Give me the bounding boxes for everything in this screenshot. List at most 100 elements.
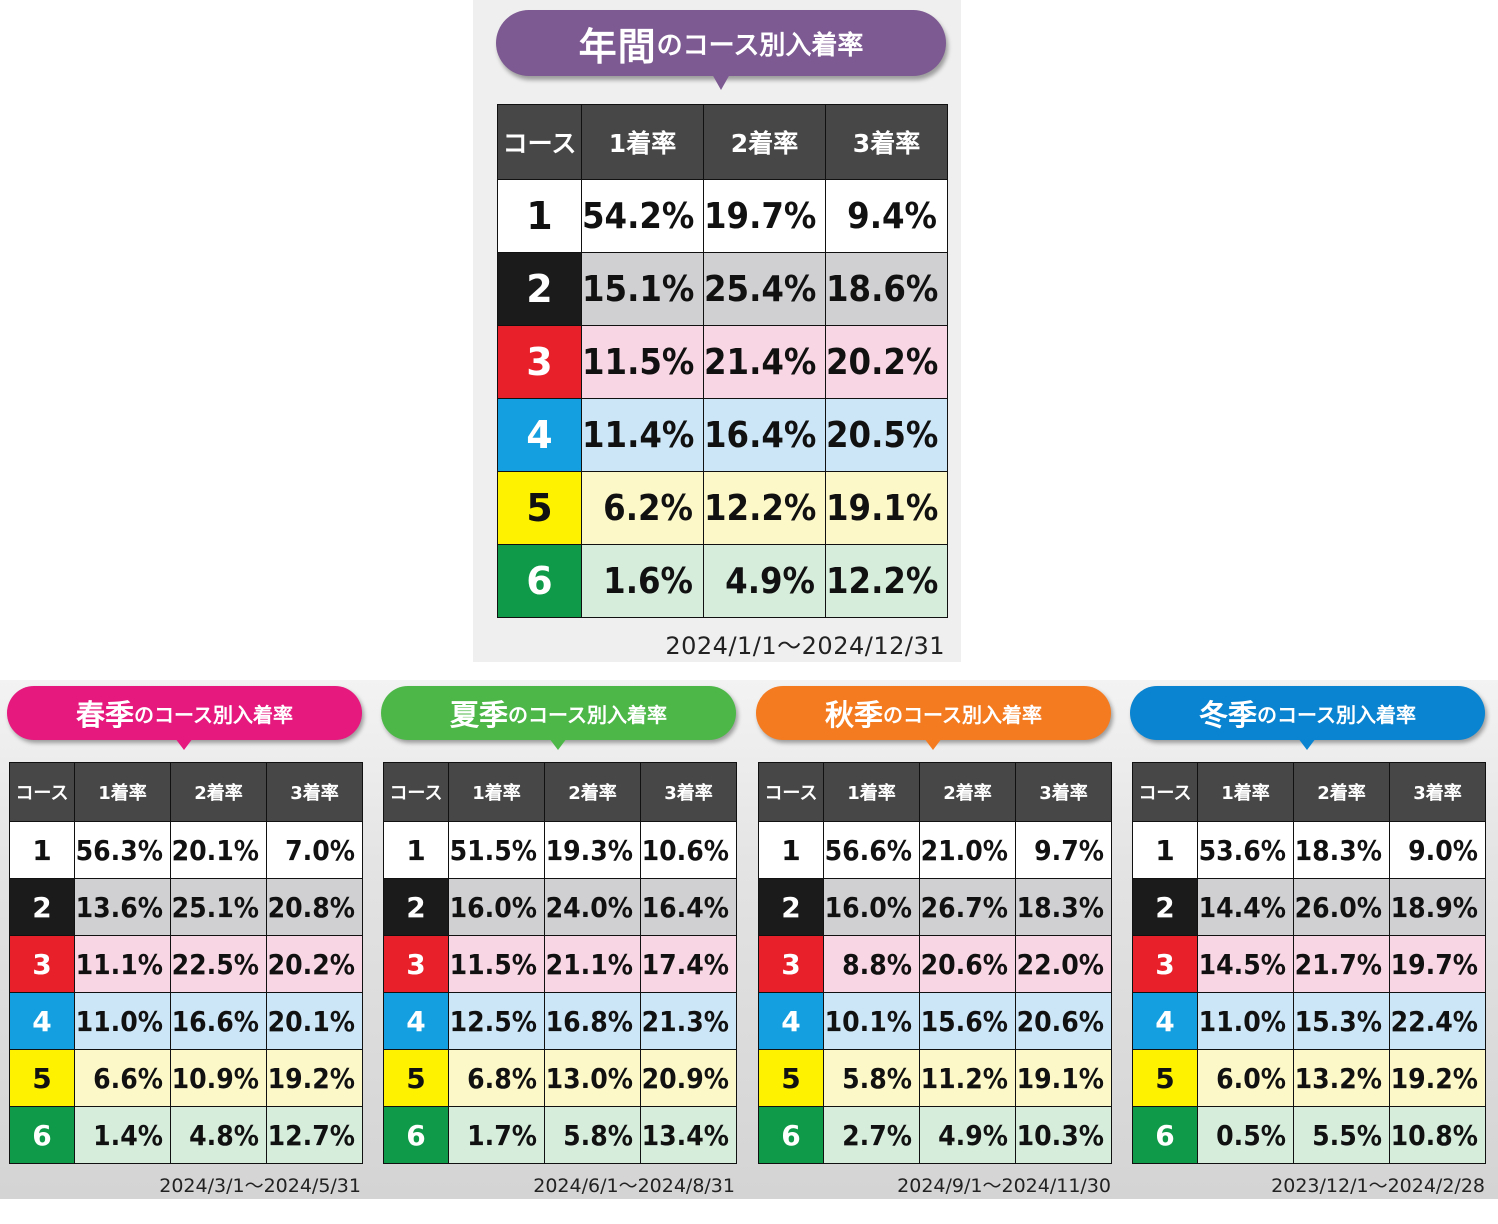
value-cell: 12.2%: [825, 544, 948, 618]
value-cell: 20.2%: [266, 935, 363, 993]
value-cell: 1.6%: [581, 544, 704, 618]
value-cell: 53.6%: [1197, 821, 1294, 879]
table-row: 5 6.0% 13.2% 19.2%: [1132, 1049, 1486, 1107]
course-cell: 4: [383, 992, 449, 1050]
value-cell: 25.1%: [170, 878, 267, 936]
course-cell: 3: [9, 935, 75, 993]
value-cell: 12.5%: [448, 992, 545, 1050]
value-cell: 10.8%: [1389, 1106, 1486, 1164]
summer-rate-table: コース 1着率 2着率 3着率 1 51.5% 19.3% 10.6% 2 16.0% 2…: [383, 762, 737, 1164]
header-second-rate: 2着率: [703, 104, 826, 180]
table-header-row: コース 1着率 2着率 3着率: [497, 104, 948, 180]
spring-date-range: 2024/3/1～2024/5/31: [159, 1175, 361, 1197]
value-cell: 20.2%: [825, 325, 948, 399]
table-row: 2 13.6% 25.1% 20.8%: [9, 878, 363, 936]
value-cell: 56.3%: [74, 821, 171, 879]
spring-title-big: 春季: [75, 698, 134, 732]
value-cell: 6.6%: [74, 1049, 171, 1107]
table-row: 2 15.1% 25.4% 18.6%: [497, 252, 948, 326]
value-cell: 10.1%: [823, 992, 920, 1050]
summer-banner-pointer: [549, 738, 567, 750]
course-cell: 3: [383, 935, 449, 993]
header-course: コース: [758, 762, 824, 822]
summer-title-banner: 夏季 のコース別入着率: [381, 686, 736, 740]
summer-date-range: 2024/6/1～2024/8/31: [533, 1175, 735, 1197]
course-cell: 3: [1132, 935, 1198, 993]
value-cell: 5.8%: [823, 1049, 920, 1107]
summer-title-big: 夏季: [449, 698, 508, 732]
winter-title-small: のコース別入着率: [1257, 702, 1416, 727]
value-cell: 11.2%: [919, 1049, 1016, 1107]
autumn-rate-table: コース 1着率 2着率 3着率 1 56.6% 21.0% 9.7% 2 16.0% 26…: [758, 762, 1112, 1164]
value-cell: 22.0%: [1015, 935, 1112, 993]
value-cell: 2.7%: [823, 1106, 920, 1164]
value-cell: 15.3%: [1293, 992, 1390, 1050]
value-cell: 20.1%: [170, 821, 267, 879]
course-cell: 1: [497, 179, 582, 253]
value-cell: 21.4%: [703, 325, 826, 399]
value-cell: 24.0%: [544, 878, 641, 936]
value-cell: 21.0%: [919, 821, 1016, 879]
value-cell: 15.1%: [581, 252, 704, 326]
value-cell: 19.1%: [1015, 1049, 1112, 1107]
course-cell: 4: [9, 992, 75, 1050]
value-cell: 12.2%: [703, 471, 826, 545]
value-cell: 26.0%: [1293, 878, 1390, 936]
value-cell: 20.8%: [266, 878, 363, 936]
course-cell: 6: [1132, 1106, 1198, 1164]
value-cell: 10.3%: [1015, 1106, 1112, 1164]
value-cell: 11.0%: [74, 992, 171, 1050]
value-cell: 0.5%: [1197, 1106, 1294, 1164]
table-row: 4 11.0% 16.6% 20.1%: [9, 992, 363, 1050]
value-cell: 13.6%: [74, 878, 171, 936]
table-row: 2 16.0% 26.7% 18.3%: [758, 878, 1112, 936]
annual-title-small: のコース別入着率: [656, 30, 864, 61]
header-third-rate: 3着率: [825, 104, 948, 180]
winter-banner-pointer: [1298, 738, 1316, 750]
course-cell: 6: [758, 1106, 824, 1164]
course-cell: 4: [497, 398, 582, 472]
value-cell: 19.7%: [1389, 935, 1486, 993]
table-row: 3 8.8% 20.6% 22.0%: [758, 935, 1112, 993]
value-cell: 56.6%: [823, 821, 920, 879]
value-cell: 16.6%: [170, 992, 267, 1050]
autumn-date-range: 2024/9/1～2024/11/30: [897, 1175, 1111, 1197]
value-cell: 7.0%: [266, 821, 363, 879]
value-cell: 19.3%: [544, 821, 641, 879]
value-cell: 11.5%: [448, 935, 545, 993]
course-cell: 1: [758, 821, 824, 879]
annual-rate-table: コース 1着率 2着率 3着率 1 54.2% 19.7% 9.4% 2 15.1% 25…: [497, 104, 948, 618]
course-cell: 5: [9, 1049, 75, 1107]
value-cell: 13.0%: [544, 1049, 641, 1107]
value-cell: 13.2%: [1293, 1049, 1390, 1107]
table-header-row: コース 1着率 2着率 3着率: [383, 762, 737, 822]
value-cell: 9.7%: [1015, 821, 1112, 879]
value-cell: 11.4%: [581, 398, 704, 472]
value-cell: 20.1%: [266, 992, 363, 1050]
value-cell: 19.2%: [1389, 1049, 1486, 1107]
value-cell: 5.5%: [1293, 1106, 1390, 1164]
value-cell: 6.0%: [1197, 1049, 1294, 1107]
header-first-rate: 1着率: [74, 762, 171, 822]
annual-banner-pointer: [712, 74, 730, 90]
annual-title-big: 年間: [578, 24, 657, 69]
value-cell: 11.5%: [581, 325, 704, 399]
header-third-rate: 3着率: [266, 762, 363, 822]
value-cell: 11.0%: [1197, 992, 1294, 1050]
table-row: 5 6.8% 13.0% 20.9%: [383, 1049, 737, 1107]
table-row: 3 11.5% 21.4% 20.2%: [497, 325, 948, 399]
table-row: 5 6.2% 12.2% 19.1%: [497, 471, 948, 545]
value-cell: 14.5%: [1197, 935, 1294, 993]
value-cell: 25.4%: [703, 252, 826, 326]
course-cell: 5: [383, 1049, 449, 1107]
winter-title-banner: 冬季 のコース別入着率: [1130, 686, 1485, 740]
table-row: 6 1.6% 4.9% 12.2%: [497, 544, 948, 618]
table-row: 5 6.6% 10.9% 19.2%: [9, 1049, 363, 1107]
value-cell: 14.4%: [1197, 878, 1294, 936]
header-first-rate: 1着率: [581, 104, 704, 180]
value-cell: 20.9%: [640, 1049, 737, 1107]
table-row: 3 11.5% 21.1% 17.4%: [383, 935, 737, 993]
value-cell: 22.4%: [1389, 992, 1486, 1050]
table-header-row: コース 1着率 2着率 3着率: [758, 762, 1112, 822]
value-cell: 9.4%: [825, 179, 948, 253]
